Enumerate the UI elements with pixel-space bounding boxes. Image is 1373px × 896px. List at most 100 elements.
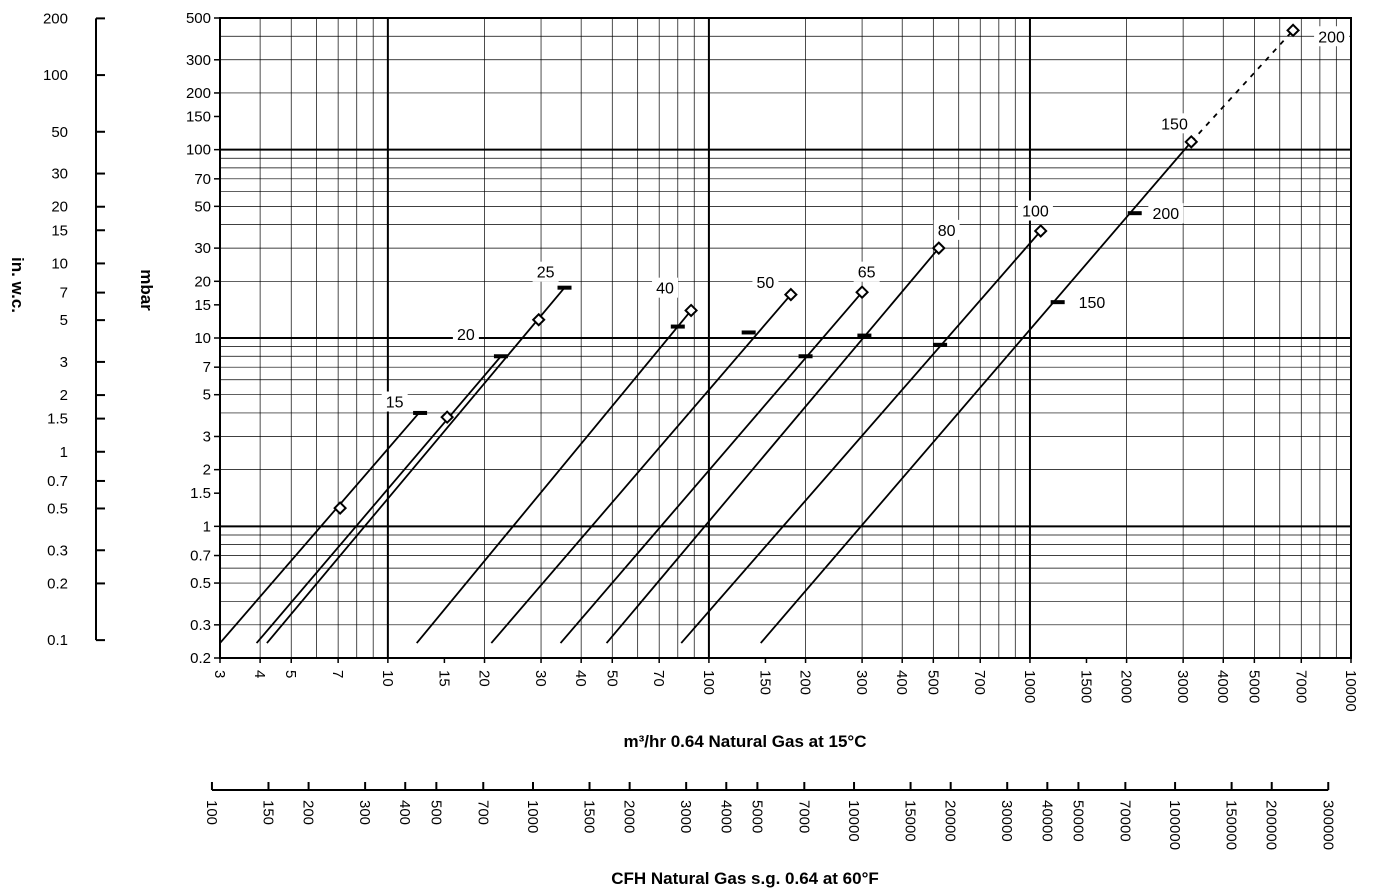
curve-label: 20 — [457, 327, 475, 344]
inwc-tick-label: 3 — [60, 354, 68, 371]
curve-labels: 15 20 25 40 50 65 80 100 150 200 150 200 — [381, 26, 1350, 412]
diamond-marker-65 — [855, 285, 870, 300]
cfh-tick-label: 200000 — [1263, 800, 1280, 850]
inwc-tick-label: 0.7 — [47, 473, 68, 490]
curve-label: 50 — [757, 275, 775, 292]
major-grid — [220, 18, 1351, 658]
x-tick-label: 5000 — [1245, 670, 1262, 703]
inwc-tick-label: 7 — [60, 285, 68, 302]
cfh-tick-label: 400 — [396, 800, 413, 825]
y-tick-label: 5 — [203, 387, 211, 404]
curve-label-bg — [452, 324, 479, 345]
cfh-tick-label: 30000 — [998, 800, 1015, 842]
x-tick-label: 5 — [282, 670, 299, 678]
x-tick-label: 10 — [379, 670, 396, 687]
curve-line-25 — [266, 287, 566, 644]
x-tick-label: 7 — [329, 670, 346, 678]
x-tick-label: 500 — [924, 670, 941, 695]
y-tick-label: 0.2 — [190, 650, 211, 667]
y-tick-label: 0.7 — [190, 548, 211, 565]
y-tick-label: 100 — [186, 142, 211, 159]
rating-bar-65 — [798, 354, 813, 359]
y2-axis-title: in. w.c. — [8, 257, 27, 313]
x-tick-label: 70 — [650, 670, 667, 687]
curve-label-bg — [1157, 113, 1193, 134]
cfh-tick-label: 100000 — [1166, 800, 1183, 850]
inwc-axis: 0.1 0.2 0.3 0.5 0.7 1 1.5 2 3 5 7 10 15 20 30 50 100 200 — [43, 10, 105, 649]
curve-label-bg — [1314, 26, 1350, 47]
y-tick-label: 50 — [194, 198, 211, 215]
x-tick-label: 15 — [435, 670, 452, 687]
diamond-marker-15 — [333, 501, 348, 516]
inwc-tick-label: 1 — [60, 444, 68, 461]
y-tick-label: 1 — [203, 518, 211, 535]
x-tick-label: 200 — [797, 670, 814, 695]
markers — [333, 23, 1300, 516]
curve-label-bg — [652, 277, 679, 298]
y-tick-label: 2 — [203, 462, 211, 479]
y-tick-label: 7 — [203, 359, 211, 376]
rating-bar-150 — [1050, 300, 1065, 305]
curve-line-50 — [490, 294, 792, 644]
y-tick-label: 0.3 — [190, 617, 211, 634]
x-tick-label: 150 — [756, 670, 773, 695]
cfh-tick-label: 5000 — [748, 800, 765, 833]
diamond-marker-80 — [931, 241, 946, 256]
curve-line-80 — [605, 247, 940, 644]
cfh-tick-label: 150000 — [1223, 800, 1240, 850]
diamond-marker-40 — [684, 303, 699, 318]
y-tick-label: 0.5 — [190, 575, 211, 592]
x-tick-label: 4000 — [1214, 670, 1231, 703]
curve-label: 25 — [537, 265, 555, 282]
cfh-tick-label: 2000 — [621, 800, 638, 833]
x-tick-label: 10000 — [1342, 670, 1359, 712]
x-tick-label: 30 — [532, 670, 549, 687]
x-tick-label: 300 — [853, 670, 870, 695]
curve-label-bg — [853, 261, 880, 282]
cfh-tick-label: 100 — [203, 800, 220, 825]
cfh-tick-label: 700 — [474, 800, 491, 825]
cfh-tick-label: 50000 — [1069, 800, 1086, 842]
x-tick-label: 3000 — [1174, 670, 1191, 703]
rating-bar-100 — [933, 342, 948, 347]
curve-line-15 — [219, 412, 420, 644]
curve-label-bg — [1074, 292, 1110, 313]
diamond-marker-20 — [440, 410, 455, 425]
inwc-tick-label: 1.5 — [47, 411, 68, 428]
curve-label: 65 — [858, 265, 876, 282]
x-tick-label: 4 — [251, 670, 268, 678]
curve-line-100 — [680, 230, 1042, 644]
x-tick-label: 700 — [971, 670, 988, 695]
curve-label-bg — [752, 272, 779, 293]
cfh-tick-label: 500 — [427, 800, 444, 825]
curve-line-20 — [255, 355, 502, 644]
y-tick-label: 200 — [186, 85, 211, 102]
x-tick-label: 1000 — [1021, 670, 1038, 703]
curves — [219, 29, 1294, 644]
x-tick-label: 40 — [572, 670, 589, 687]
curve-label-bg — [933, 219, 960, 240]
curve-label: 150 — [1079, 295, 1106, 312]
y-tick-label: 70 — [194, 171, 211, 188]
curve-label-bg — [1017, 200, 1053, 221]
rating-bar-50 — [741, 330, 756, 335]
curve-label-bg — [381, 391, 408, 412]
y-tick-label: 20 — [194, 273, 211, 290]
cfh-tick-label: 300 — [356, 800, 373, 825]
x-tick-label: 7000 — [1292, 670, 1309, 703]
curve-line-65 — [559, 291, 863, 644]
inwc-tick-label: 20 — [51, 199, 68, 216]
cfh-tick-label: 3000 — [677, 800, 694, 833]
curve-label-bg — [1148, 203, 1184, 224]
cfh-tick-label: 40000 — [1038, 800, 1055, 842]
x2-axis-title: CFH Natural Gas s.g. 0.64 at 60°F — [611, 869, 879, 888]
rating-bar-40 — [670, 324, 685, 329]
x-tick-label: 50 — [603, 670, 620, 687]
inwc-tick-label: 0.5 — [47, 500, 68, 517]
y-tick-label: 3 — [203, 428, 211, 445]
x-tick-label: 20 — [476, 670, 493, 687]
cfh-tick-label: 4000 — [717, 800, 734, 833]
inwc-tick-label: 30 — [51, 166, 68, 183]
cfh-tick-label: 150 — [259, 800, 276, 825]
y-axis-ticks: 0.2 0.3 0.5 0.7 1 1.5 2 3 5 7 10 15 20 30 50 70 100 150 20… — [186, 10, 220, 667]
